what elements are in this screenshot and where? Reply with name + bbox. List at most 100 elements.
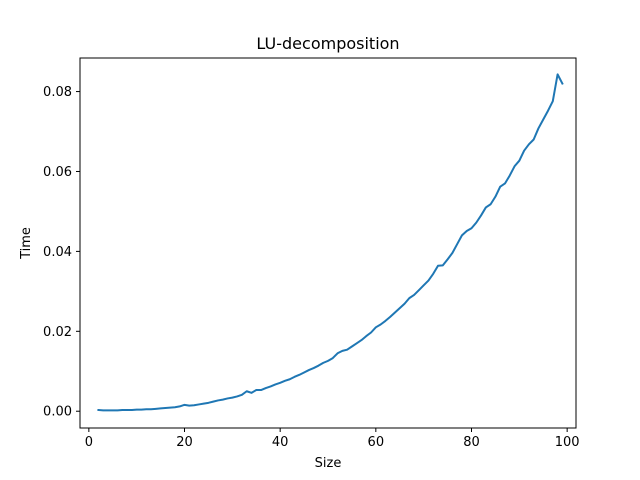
data-point — [112, 409, 114, 412]
data-point — [155, 408, 157, 410]
x-axis-ticks: 0 20 40 60 80 100 — [85, 428, 580, 450]
data-point — [303, 371, 305, 374]
data-point — [322, 362, 324, 364]
data-point — [159, 407, 162, 410]
y-tick-label: 0.00 — [43, 405, 72, 420]
data-point — [183, 404, 186, 406]
data-point — [102, 409, 104, 412]
data-point — [327, 360, 329, 362]
data-point — [480, 214, 482, 217]
data-point — [556, 73, 559, 75]
data-point — [384, 320, 386, 322]
y-axis-ticks: 0.00 0.02 0.04 0.06 0.08 — [43, 85, 80, 420]
data-point — [537, 127, 540, 129]
data-point — [140, 409, 143, 411]
data-point — [222, 399, 224, 401]
data-point — [107, 409, 109, 412]
data-point — [547, 110, 549, 112]
data-point — [494, 196, 497, 198]
data-point — [360, 339, 363, 341]
data-point — [446, 258, 449, 260]
data-point — [131, 409, 133, 411]
data-point — [212, 401, 214, 403]
data-point — [169, 407, 171, 409]
data-points — [97, 73, 563, 412]
data-point — [150, 408, 152, 410]
data-point — [456, 243, 458, 245]
data-point — [413, 294, 415, 296]
data-point — [332, 357, 334, 359]
data-point — [485, 206, 487, 209]
data-point — [241, 394, 243, 396]
data-point — [207, 402, 210, 404]
data-point — [121, 409, 123, 411]
data-point — [236, 395, 238, 398]
data-point — [198, 403, 200, 406]
data-point — [475, 222, 477, 224]
data-point — [351, 345, 353, 348]
data-point — [313, 367, 315, 369]
data-point — [509, 174, 511, 177]
data-point — [461, 234, 463, 237]
plot-frame — [79, 57, 577, 429]
y-tick-label: 0.08 — [43, 85, 72, 100]
data-point — [126, 409, 128, 411]
data-point — [466, 230, 468, 232]
data-point — [408, 297, 410, 299]
data-point — [542, 118, 544, 121]
x-axis-label: Size — [315, 456, 342, 471]
data-point — [427, 279, 430, 282]
data-point — [533, 138, 535, 141]
data-point — [380, 323, 382, 326]
data-point — [523, 150, 525, 152]
x-tick-label: 20 — [176, 435, 193, 450]
data-point — [260, 389, 262, 391]
data-point — [403, 303, 406, 305]
x-tick-label: 40 — [272, 435, 289, 450]
data-point — [231, 397, 233, 399]
data-point — [356, 342, 358, 344]
y-tick-label: 0.02 — [43, 325, 72, 340]
data-point — [370, 331, 372, 334]
data-point — [499, 186, 501, 188]
data-point — [246, 390, 248, 392]
data-point — [270, 385, 272, 388]
data-point — [193, 404, 195, 406]
data-point — [116, 409, 119, 412]
data-point — [399, 307, 401, 309]
x-tick-label: 60 — [368, 435, 385, 450]
y-axis-label: Time — [19, 227, 34, 260]
data-point — [164, 407, 166, 409]
data-point — [203, 403, 205, 405]
data-point — [289, 378, 291, 380]
data-point — [97, 409, 100, 411]
data-point — [518, 160, 520, 162]
data-point — [274, 383, 276, 386]
data-point — [317, 365, 320, 367]
data-point — [389, 316, 391, 318]
data-point — [265, 387, 267, 389]
data-point — [188, 405, 190, 407]
data-point — [217, 399, 219, 402]
data-point — [561, 82, 563, 85]
data-point — [279, 382, 281, 384]
data-point — [255, 389, 257, 391]
data-point — [179, 405, 181, 408]
data-point — [174, 406, 176, 408]
chart-title: LU-decomposition — [256, 34, 399, 53]
data-point — [293, 376, 296, 378]
data-point — [528, 143, 530, 145]
data-point — [394, 311, 396, 314]
data-point — [250, 392, 253, 394]
data-point — [365, 335, 367, 337]
data-point — [298, 374, 300, 376]
data-point — [418, 289, 420, 291]
data-point — [136, 409, 138, 411]
y-tick-label: 0.06 — [43, 165, 72, 180]
data-point — [284, 380, 286, 382]
data-point — [341, 350, 343, 352]
data-point — [470, 227, 473, 229]
data-point — [552, 100, 554, 102]
data-point — [490, 203, 492, 205]
